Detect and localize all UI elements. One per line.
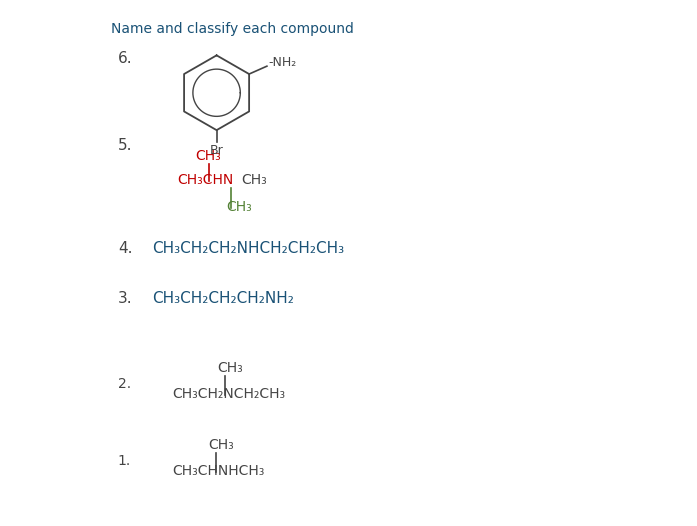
Text: CH₃CH₂NCH₂CH₃: CH₃CH₂NCH₂CH₃ [172,387,285,401]
Text: CH₃: CH₃ [195,149,221,163]
Text: Name and classify each compound: Name and classify each compound [111,22,354,36]
Text: -NH₂: -NH₂ [268,56,296,69]
Text: CH₃: CH₃ [227,200,252,214]
Text: 4.: 4. [118,241,132,256]
Text: CH₃CHN: CH₃CHN [177,173,233,187]
Text: 2.: 2. [118,377,131,391]
Text: 1.: 1. [118,454,131,468]
Text: CH₃CH₂CH₂CH₂NH₂: CH₃CH₂CH₂CH₂NH₂ [153,291,294,306]
Text: Br: Br [210,144,224,157]
Text: CH₃CHNHCH₃: CH₃CHNHCH₃ [172,463,264,478]
Text: CH₃CH₂CH₂NHCH₂CH₂CH₃: CH₃CH₂CH₂NHCH₂CH₂CH₃ [153,241,344,256]
Text: 6.: 6. [118,51,132,66]
Text: 5.: 5. [118,138,132,153]
Text: 3.: 3. [118,291,132,306]
Text: CH₃: CH₃ [217,361,243,375]
Text: CH₃: CH₃ [241,173,267,187]
Text: CH₃: CH₃ [208,438,234,452]
